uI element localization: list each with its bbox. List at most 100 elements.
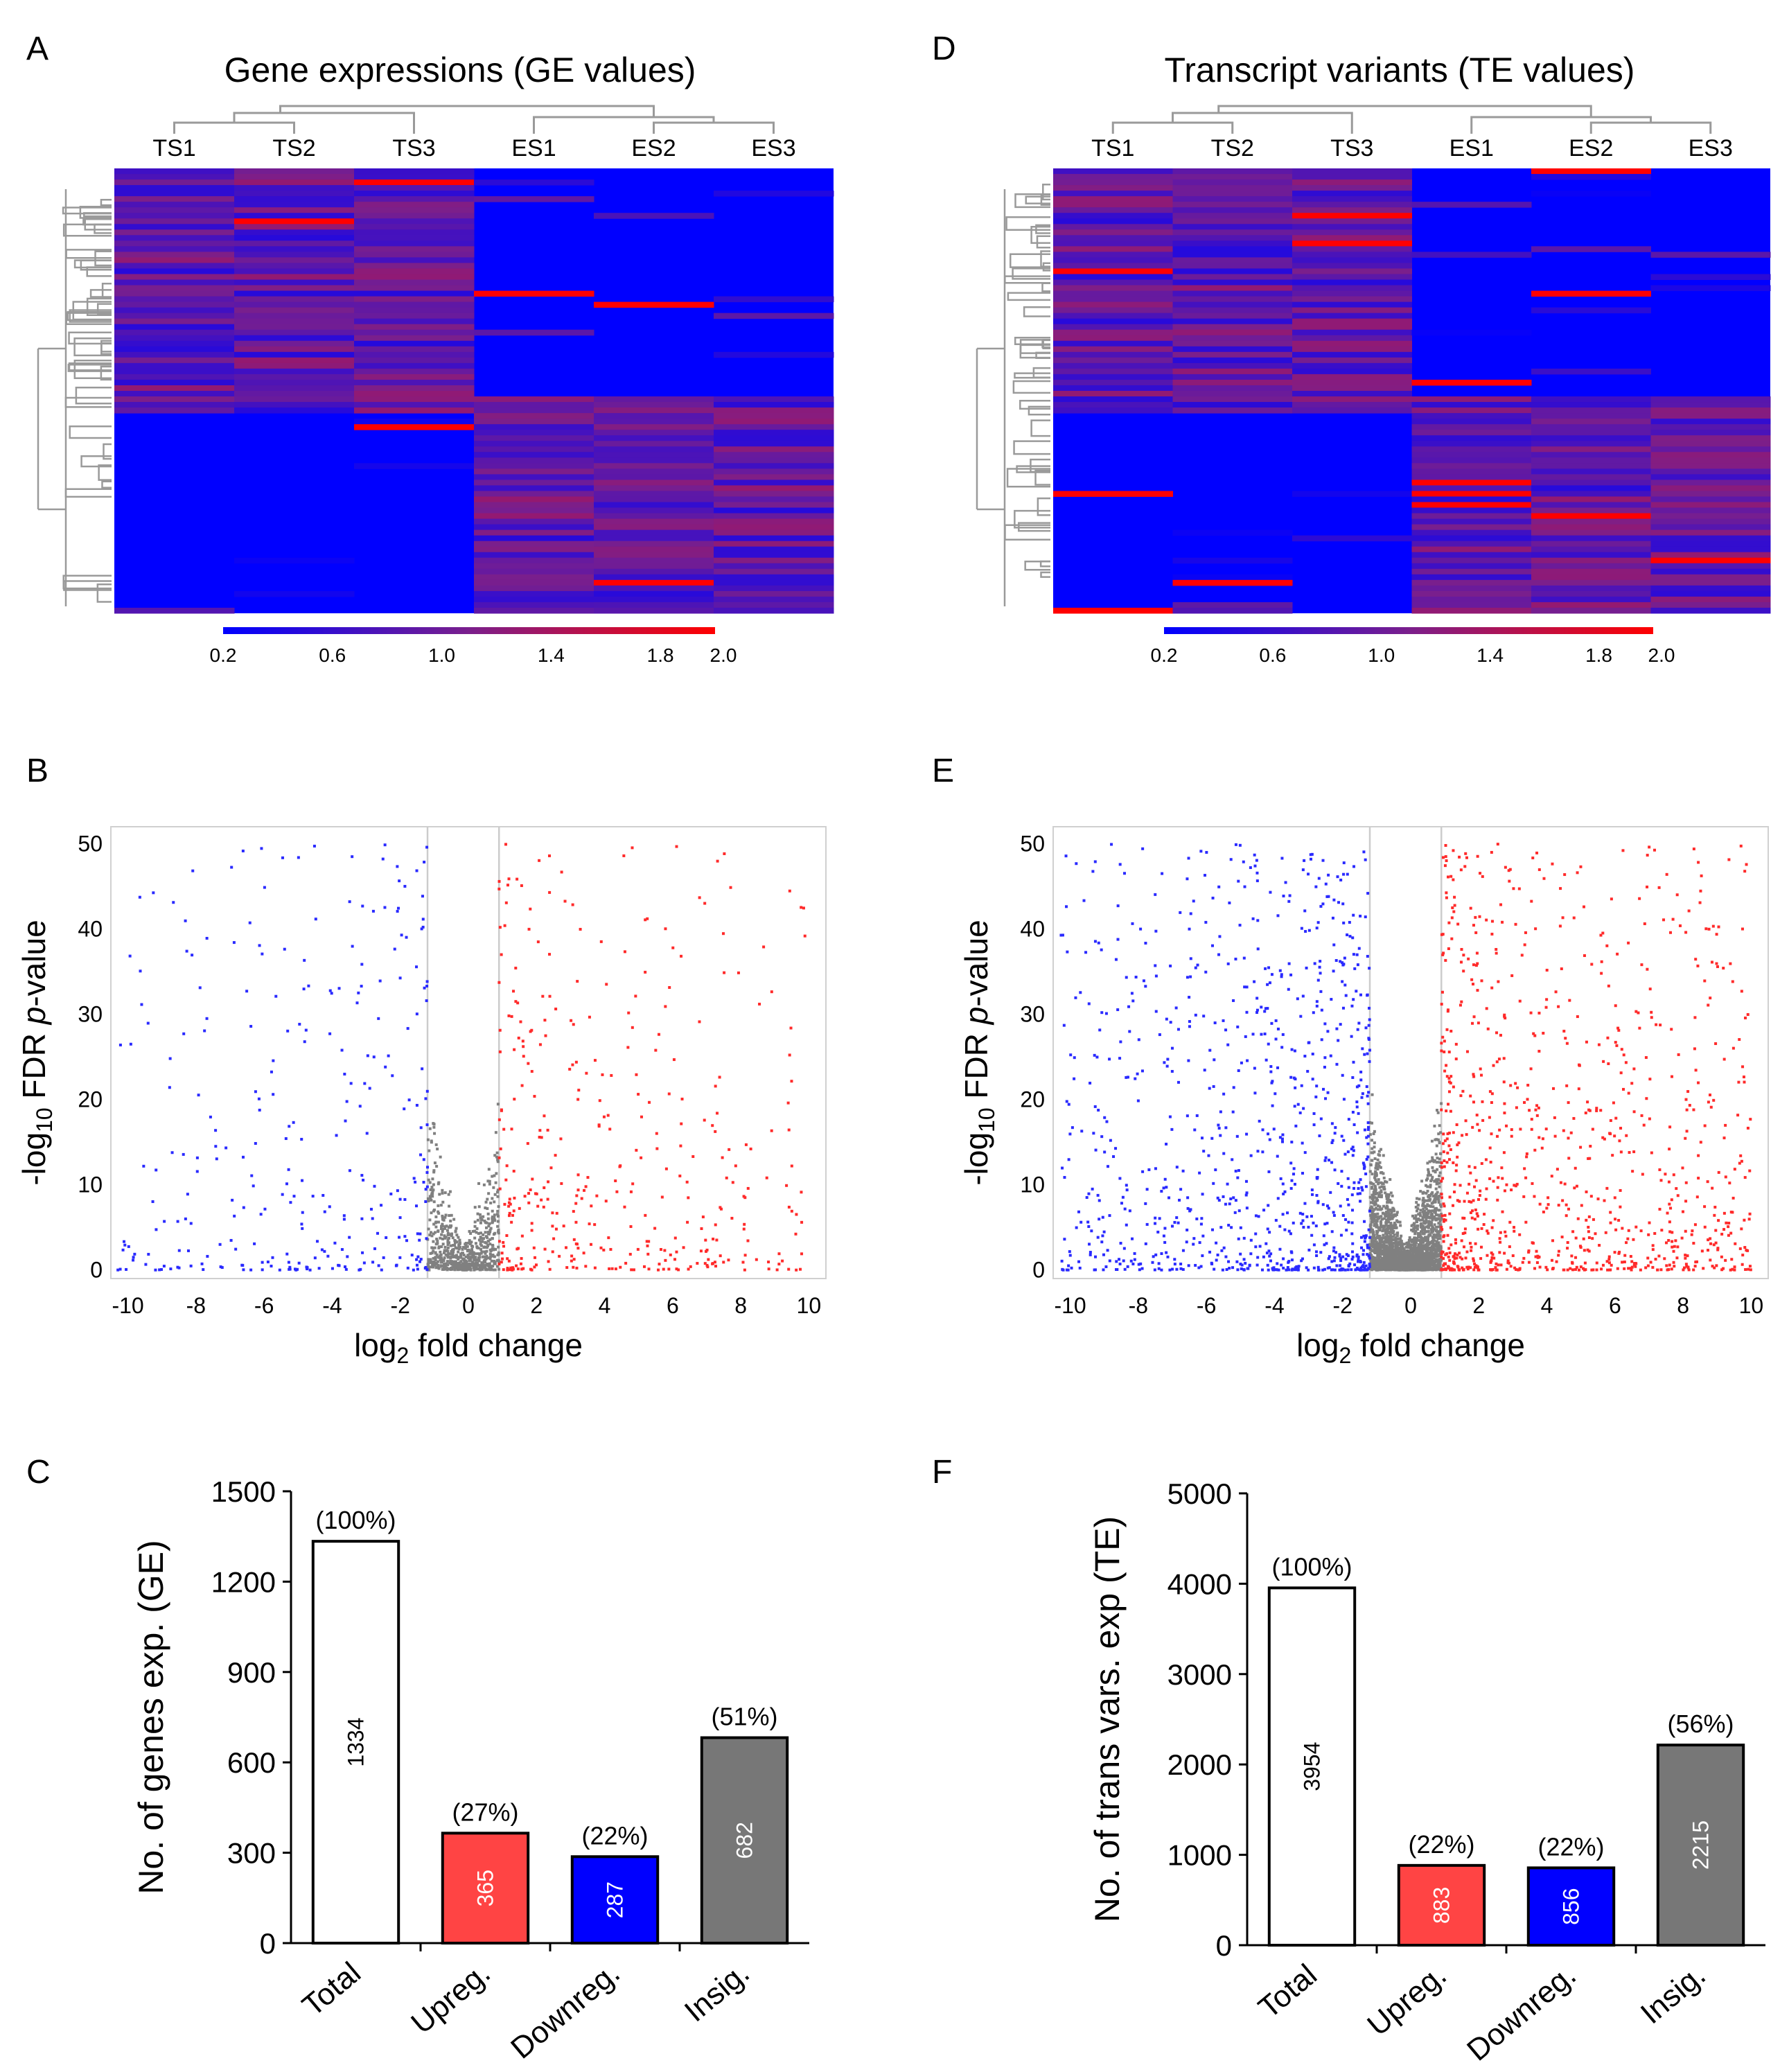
data-point [493, 1193, 497, 1196]
data-point [1729, 962, 1732, 965]
data-point [351, 855, 354, 859]
data-point [551, 1211, 554, 1215]
data-point [328, 1032, 332, 1035]
data-point [1562, 1129, 1565, 1132]
data-point [1379, 1255, 1382, 1258]
data-point [1427, 1224, 1430, 1227]
data-point [1427, 1235, 1430, 1238]
data-point [1638, 897, 1641, 900]
data-point [1427, 1168, 1430, 1171]
dendrogram-branch [173, 121, 295, 134]
heatmap-cell [1053, 179, 1173, 186]
data-point [543, 1247, 547, 1251]
data-point [437, 1210, 440, 1213]
data-point [1748, 1265, 1752, 1268]
heatmap-cell [1172, 357, 1293, 364]
data-point [491, 1209, 494, 1213]
data-point [496, 1224, 500, 1228]
data-point [1611, 1154, 1614, 1157]
data-point [1439, 1229, 1443, 1233]
data-point [1670, 1198, 1673, 1202]
colorbar-tick-label: 0.2 [1151, 644, 1178, 666]
data-point [1653, 848, 1657, 852]
data-point [1379, 1220, 1382, 1224]
data-point [1397, 1240, 1400, 1244]
x-tick-label: -10 [112, 1293, 143, 1318]
data-point [1429, 1228, 1433, 1231]
data-point [517, 1036, 520, 1039]
data-point [502, 1245, 506, 1248]
data-point [473, 1263, 476, 1267]
data-point [1678, 924, 1682, 927]
data-point [1596, 1197, 1600, 1201]
data-point [1707, 1003, 1710, 1007]
data-point [1582, 1267, 1585, 1270]
data-point [1377, 1267, 1381, 1271]
data-point [1675, 893, 1679, 897]
heatmap-cell [1172, 374, 1293, 380]
data-point [1703, 1124, 1707, 1127]
data-point [1485, 1187, 1488, 1191]
data-point [444, 1236, 448, 1239]
heatmap-cell [354, 374, 475, 380]
heatmap-cell [1650, 441, 1771, 447]
data-point [432, 1240, 435, 1243]
data-point [380, 1204, 383, 1207]
data-point [577, 1089, 581, 1092]
data-point [1684, 1256, 1687, 1260]
heatmap-cell [234, 351, 355, 358]
data-point [1436, 1191, 1439, 1194]
data-point [707, 1258, 710, 1261]
data-point [1575, 1184, 1578, 1188]
data-point [1453, 1268, 1456, 1272]
dendrogram-branch [1013, 440, 1050, 455]
data-point [802, 906, 805, 910]
data-point [1433, 1247, 1436, 1251]
y-label-mid: FDR [16, 1024, 52, 1107]
data-point [1729, 1231, 1733, 1235]
data-point [1382, 1233, 1385, 1237]
data-point [1413, 1256, 1417, 1260]
data-point [675, 845, 678, 848]
dendrogram-branch [1014, 193, 1050, 209]
heatmap-cell [1650, 274, 1771, 280]
data-point [1552, 1087, 1556, 1090]
data-point [1687, 1268, 1691, 1272]
data-point [788, 889, 791, 893]
data-point [1454, 1238, 1457, 1241]
data-point [1378, 1154, 1382, 1157]
data-point [1404, 1265, 1407, 1268]
heatmap-cell [1292, 391, 1412, 397]
data-point [422, 1158, 425, 1161]
data-point [487, 1192, 491, 1195]
data-point [464, 1259, 468, 1263]
data-point [447, 1193, 450, 1196]
data-point [1419, 1253, 1422, 1256]
data-point [725, 1176, 728, 1179]
heatmap-cell [1292, 318, 1412, 325]
heatmap-cell [1053, 213, 1173, 219]
data-point [1473, 1166, 1477, 1169]
heatmap-cell [234, 301, 355, 308]
data-point [479, 1243, 482, 1246]
data-point [1568, 999, 1571, 1002]
data-point [575, 1266, 579, 1270]
data-point [423, 1267, 427, 1270]
heatmap-cell [1411, 413, 1532, 419]
heatmap-cell [1172, 285, 1293, 292]
data-point [1525, 1152, 1528, 1156]
data-point [486, 1179, 490, 1183]
data-point [377, 1264, 380, 1267]
data-point [505, 1164, 509, 1168]
data-point [1380, 1218, 1384, 1221]
data-point [1566, 1268, 1569, 1272]
heatmap-cell [234, 218, 355, 225]
data-point [501, 1257, 504, 1261]
data-point [1477, 1227, 1480, 1231]
data-point [1481, 1100, 1484, 1103]
data-point [1603, 1137, 1606, 1141]
data-point [405, 936, 408, 939]
data-point [1619, 1127, 1623, 1130]
data-point [457, 1250, 460, 1254]
data-point [1435, 1229, 1438, 1232]
